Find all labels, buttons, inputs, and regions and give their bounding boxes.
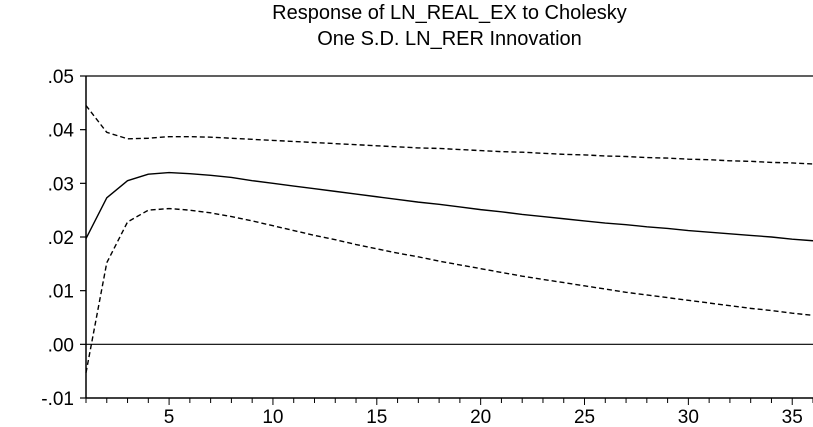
plot-area xyxy=(85,75,813,399)
y-tick-label: .03 xyxy=(48,174,74,195)
response-line xyxy=(85,171,813,242)
y-tick-label: -.01 xyxy=(41,389,74,410)
confidence-band-line xyxy=(85,207,813,373)
y-tick-label: .02 xyxy=(48,228,74,249)
x-tick-label: 15 xyxy=(366,407,387,427)
x-tick-label: 5 xyxy=(164,407,175,427)
y-axis: -.01 .00 .01 .02 .03 .04 .05 xyxy=(41,67,86,410)
x-tick-label: 20 xyxy=(470,407,491,427)
x-tick-label: 25 xyxy=(574,407,595,427)
x-axis: 5 10 15 20 25 30 35 xyxy=(85,398,813,427)
confidence-band-line xyxy=(85,105,813,165)
series-layer xyxy=(85,105,813,373)
y-tick-label: .05 xyxy=(48,67,74,88)
x-tick-label: 35 xyxy=(782,407,803,427)
x-tick-label: 30 xyxy=(678,407,699,427)
y-tick-label: .01 xyxy=(48,282,74,303)
y-tick-label: .00 xyxy=(48,335,74,356)
chart-title: Response of LN_REAL_EX to Cholesky xyxy=(272,2,627,24)
chart-title-block: Response of LN_REAL_EX to Cholesky One S… xyxy=(86,0,813,52)
chart-subtitle: One S.D. LN_RER Innovation xyxy=(317,28,582,50)
y-tick-label: .04 xyxy=(48,121,75,142)
x-tick-label: 10 xyxy=(262,407,283,427)
